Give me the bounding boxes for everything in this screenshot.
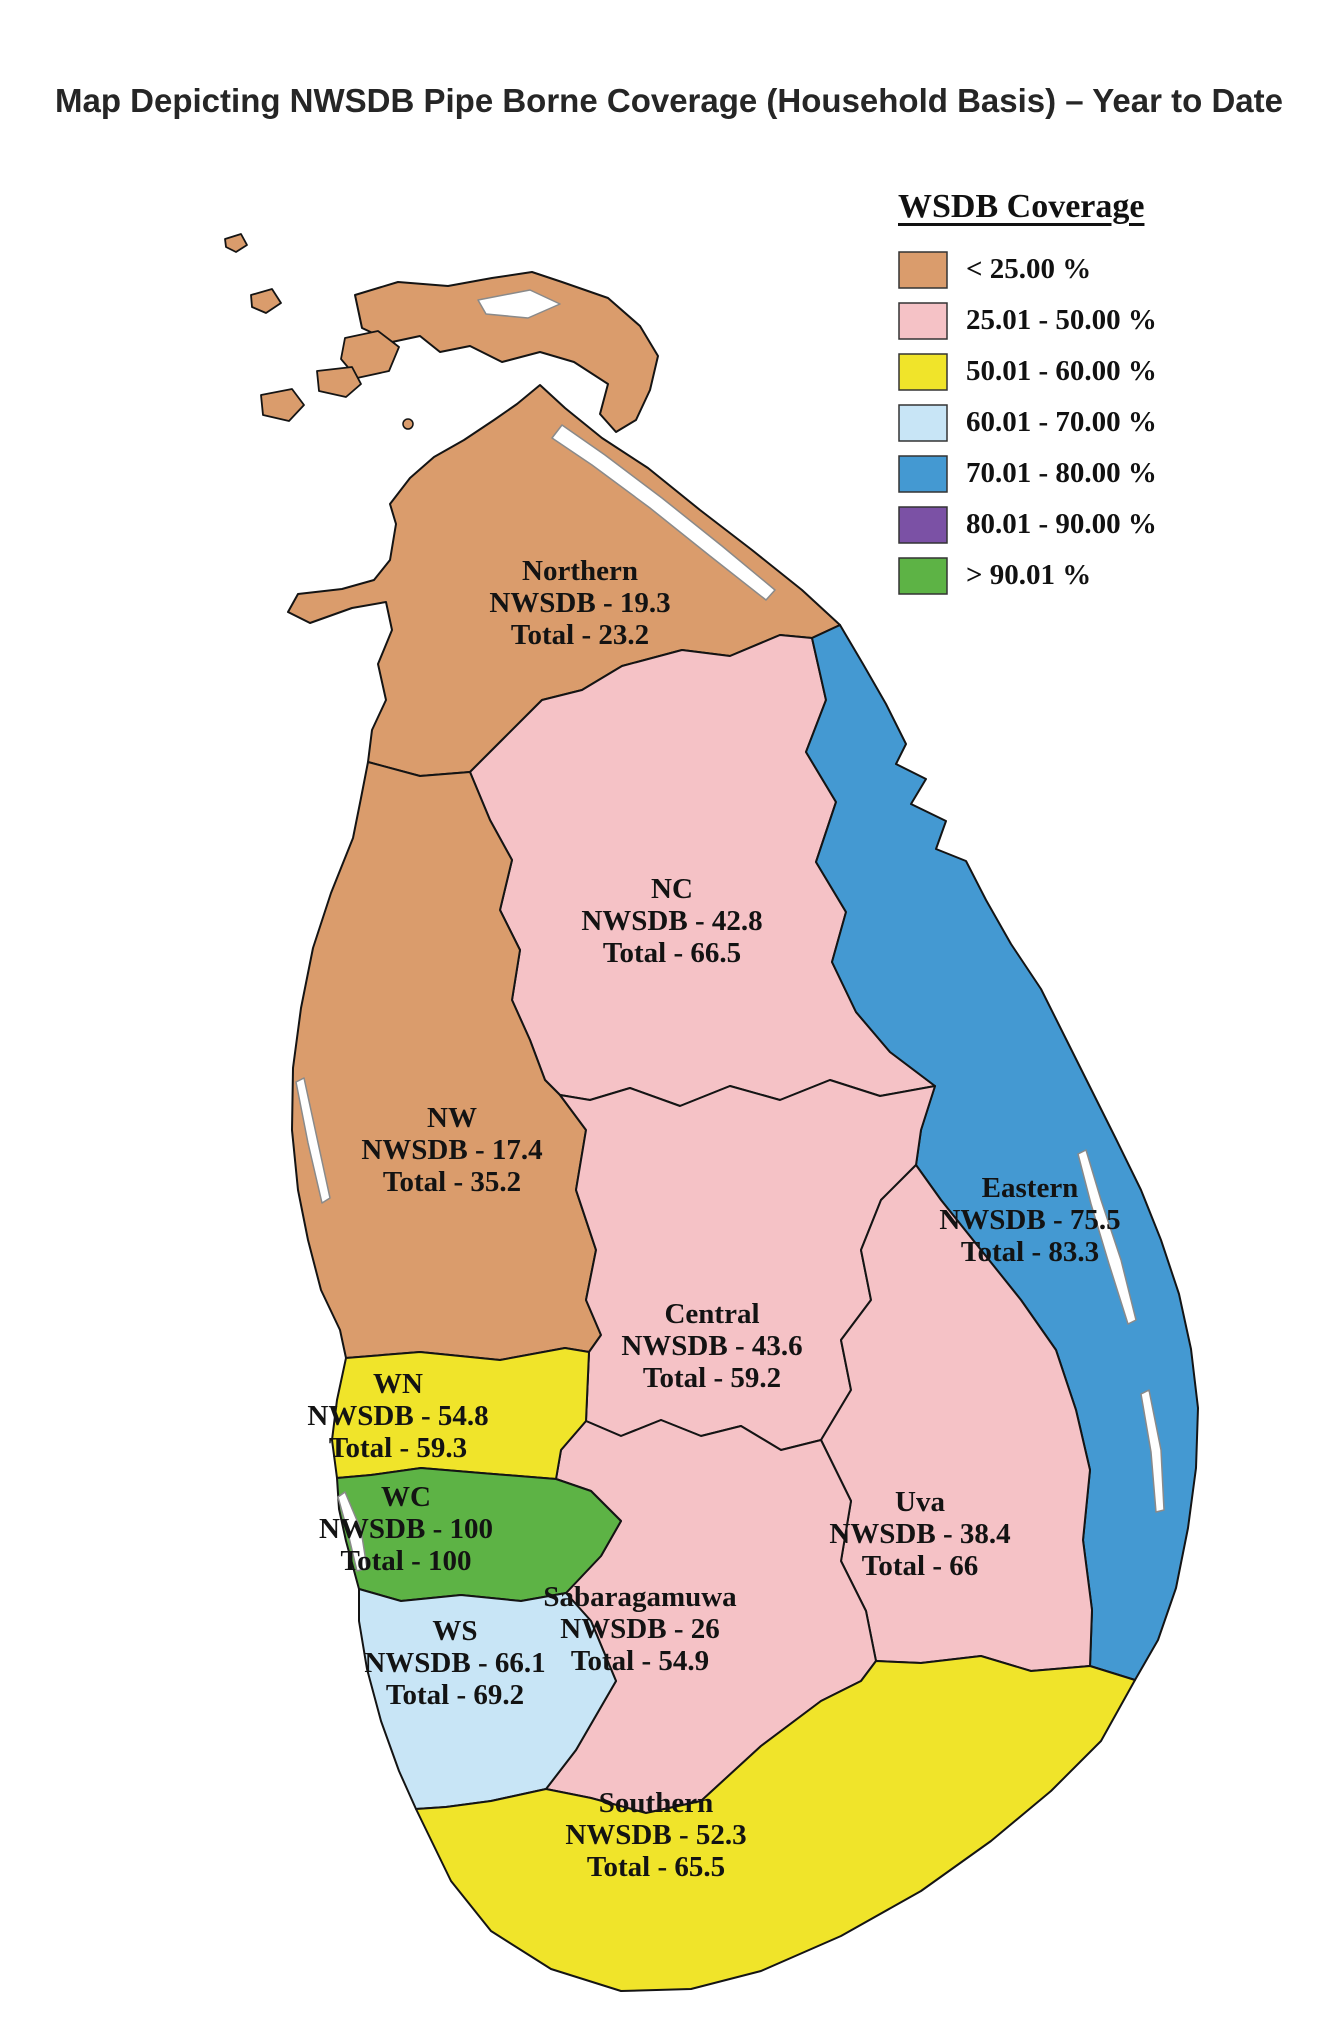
legend-label: 80.01 - 90.00 % xyxy=(966,508,1157,540)
legend-swatch-60-70 xyxy=(898,403,948,442)
ws-nwsdb-label: NWSDB - 66.1 xyxy=(364,1647,545,1679)
uva-nwsdb-label: NWSDB - 38.4 xyxy=(829,1518,1010,1550)
wc-total-label: Total - 100 xyxy=(340,1545,471,1577)
island-punkudutivu xyxy=(316,366,362,398)
legend-item-25-50: 25.01 - 50.00 % xyxy=(898,295,1318,346)
region-label-wc: WC NWSDB - 100 Total - 100 xyxy=(319,1481,493,1577)
legend-label: 25.01 - 50.00 % xyxy=(966,304,1157,336)
southern-name-label: Southern xyxy=(599,1787,713,1819)
island-delft xyxy=(260,388,305,422)
island-dot xyxy=(402,418,414,430)
island-small-north-2 xyxy=(224,233,248,253)
legend-swatch-80-90 xyxy=(898,505,948,544)
region-label-nw: NW NWSDB - 17.4 Total - 35.2 xyxy=(361,1102,542,1198)
lagoon-puttalam xyxy=(295,1077,331,1204)
legend-label: 50.01 - 60.00 % xyxy=(966,355,1157,387)
legend-swatch-lt-25 xyxy=(898,250,948,289)
lagoon-jaffna xyxy=(477,289,561,319)
central-total-label: Total - 59.2 xyxy=(643,1362,781,1394)
legend-item-gt-90: > 90.01 % xyxy=(898,550,1318,601)
legend-item-70-80: 70.01 - 80.00 % xyxy=(898,448,1318,499)
wc-nwsdb-label: NWSDB - 100 xyxy=(319,1513,493,1545)
wn-name-label: WN xyxy=(373,1368,423,1400)
region-southern xyxy=(415,1655,1136,1992)
legend-item-lt-25: < 25.00 % xyxy=(898,244,1318,295)
legend-label: > 90.01 % xyxy=(966,559,1092,591)
northern-name-label: Northern xyxy=(522,555,638,587)
region-eastern xyxy=(805,624,1199,1681)
wn-total-label: Total - 59.3 xyxy=(329,1432,467,1464)
sabaragamuwa-total-label: Total - 54.9 xyxy=(571,1645,709,1677)
region-northern-jaffna-peninsula xyxy=(354,271,659,433)
nc-name-label: NC xyxy=(651,873,693,905)
legend-item-80-90: 80.01 - 90.00 % xyxy=(898,499,1318,550)
southern-nwsdb-label: NWSDB - 52.3 xyxy=(565,1819,746,1851)
nw-nwsdb-label: NWSDB - 17.4 xyxy=(361,1134,542,1166)
region-label-sabaragamuwa: Sabaragamuwa NWSDB - 26 Total - 54.9 xyxy=(543,1581,737,1677)
lagoon-chundikkulam-spit xyxy=(551,424,776,601)
lagoon-negombo xyxy=(337,1491,368,1572)
uva-name-label: Uva xyxy=(895,1486,945,1518)
eastern-total-label: Total - 83.3 xyxy=(961,1236,1099,1268)
legend-title: WSDB Coverage xyxy=(898,188,1145,225)
region-label-northern: Northern NWSDB - 19.3 Total - 23.2 xyxy=(489,555,670,651)
region-label-uva: Uva NWSDB - 38.4 Total - 66 xyxy=(829,1486,1010,1582)
lagoon-batticaloa-1 xyxy=(1077,1149,1137,1325)
legend-item-60-70: 60.01 - 70.00 % xyxy=(898,397,1318,448)
wc-name-label: WC xyxy=(381,1481,431,1513)
legend-label: 70.01 - 80.00 % xyxy=(966,457,1157,489)
uva-total-label: Total - 66 xyxy=(862,1550,979,1582)
legend: WSDB Coverage < 25.00 % 25.01 - 50.00 % … xyxy=(898,188,1318,601)
southern-total-label: Total - 65.5 xyxy=(587,1851,725,1883)
region-northern xyxy=(287,384,841,777)
nw-total-label: Total - 35.2 xyxy=(383,1166,521,1198)
legend-item-50-60: 50.01 - 60.00 % xyxy=(898,346,1318,397)
eastern-nwsdb-label: NWSDB - 75.5 xyxy=(939,1204,1120,1236)
central-nwsdb-label: NWSDB - 43.6 xyxy=(621,1330,802,1362)
nw-name-label: NW xyxy=(427,1102,477,1134)
region-label-wn: WN NWSDB - 54.8 Total - 59.3 xyxy=(307,1368,488,1464)
island-small-north-1 xyxy=(250,288,282,314)
ws-total-label: Total - 69.2 xyxy=(386,1679,524,1711)
sabaragamuwa-nwsdb-label: NWSDB - 26 xyxy=(560,1613,720,1645)
legend-label: 60.01 - 70.00 % xyxy=(966,406,1157,438)
ws-name-label: WS xyxy=(432,1615,477,1647)
legend-label: < 25.00 % xyxy=(966,253,1092,285)
wn-nwsdb-label: NWSDB - 54.8 xyxy=(307,1400,488,1432)
island-kayts xyxy=(340,330,400,379)
legend-swatch-50-60 xyxy=(898,352,948,391)
region-label-southern: Southern NWSDB - 52.3 Total - 65.5 xyxy=(565,1787,746,1883)
nc-total-label: Total - 66.5 xyxy=(603,937,741,969)
region-label-ws: WS NWSDB - 66.1 Total - 69.2 xyxy=(364,1615,545,1711)
region-label-nc: NC NWSDB - 42.8 Total - 66.5 xyxy=(581,873,762,969)
region-wc xyxy=(336,1467,622,1602)
lagoon-batticaloa-2 xyxy=(1140,1389,1165,1513)
northern-total-label: Total - 23.2 xyxy=(511,619,649,651)
legend-swatch-25-50 xyxy=(898,301,948,340)
eastern-name-label: Eastern xyxy=(982,1172,1079,1204)
legend-swatch-70-80 xyxy=(898,454,948,493)
sabaragamuwa-name-label: Sabaragamuwa xyxy=(543,1581,737,1613)
central-name-label: Central xyxy=(664,1298,759,1330)
page-title: Map Depicting NWSDB Pipe Borne Coverage … xyxy=(55,82,1283,119)
nc-nwsdb-label: NWSDB - 42.8 xyxy=(581,905,762,937)
legend-swatch-gt-90 xyxy=(898,556,948,595)
northern-nwsdb-label: NWSDB - 19.3 xyxy=(489,587,670,619)
region-label-central: Central NWSDB - 43.6 Total - 59.2 xyxy=(621,1298,802,1394)
region-label-eastern: Eastern NWSDB - 75.5 Total - 83.3 xyxy=(939,1172,1120,1268)
